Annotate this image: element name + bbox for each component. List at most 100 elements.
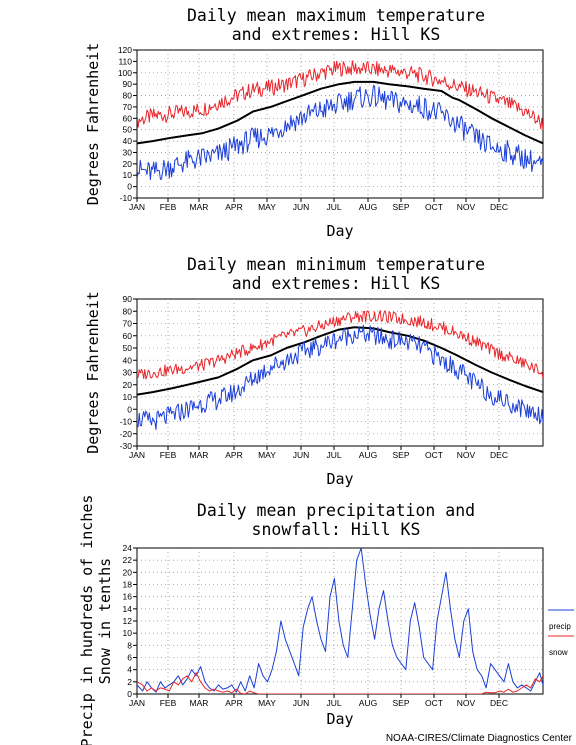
y-tick-label: 80 [123, 306, 133, 316]
x-tick-label: JAN [129, 202, 145, 212]
series-max-line [137, 310, 543, 380]
x-tick-label: APR [225, 202, 242, 212]
x-tick-label: MAY [258, 202, 276, 212]
x-tick-label: APR [225, 450, 242, 460]
x-tick-label: JUL [326, 698, 341, 708]
y-axis-label: Snow in tenths [96, 558, 114, 684]
y-tick-label: 50 [123, 343, 133, 353]
legend-snow-label: snow [549, 648, 568, 657]
x-tick-label: AUG [359, 202, 377, 212]
plot-frame [136, 49, 544, 199]
y-tick-label: 10 [123, 392, 133, 402]
y-tick-label: 100 [118, 68, 132, 78]
chart-title-line: snowfall: Hill KS [252, 520, 421, 539]
x-tick-label: NOV [457, 202, 476, 212]
plot-frame [136, 547, 544, 695]
x-tick-label: MAR [190, 698, 209, 708]
x-tick-label: DEC [490, 202, 508, 212]
x-tick-label: SEP [392, 202, 409, 212]
y-tick-label: 20 [123, 380, 133, 390]
y-tick-label: 70 [123, 319, 133, 329]
x-axis-label: Day [326, 710, 353, 728]
series-min-line [137, 324, 543, 430]
y-tick-label: 110 [118, 56, 132, 66]
x-tick-label: NOV [457, 698, 476, 708]
y-tick-label: 6 [127, 653, 132, 663]
x-tick-label: AUG [359, 698, 377, 708]
y-tick-label: 90 [123, 294, 133, 304]
x-tick-label: JUN [293, 698, 310, 708]
x-tick-label: OCT [425, 450, 443, 460]
x-tick-label: JAN [129, 450, 145, 460]
y-tick-label: 40 [123, 136, 133, 146]
x-tick-label: MAY [258, 450, 276, 460]
y-axis-label: Precip in hundreds of inches [78, 495, 96, 745]
y-tick-label: 0 [127, 689, 132, 699]
chart-title-line: Daily mean minimum temperature [187, 255, 485, 274]
series-snow-line [137, 672, 543, 694]
x-tick-label: MAR [190, 450, 209, 460]
y-tick-label: -10 [120, 193, 133, 203]
chart-title-line: Daily mean maximum temperature [187, 6, 485, 25]
x-axis-label: Day [326, 470, 353, 488]
x-tick-label: MAY [258, 698, 276, 708]
y-tick-label: 10 [123, 170, 133, 180]
y-tick-label: 70 [123, 102, 133, 112]
x-tick-label: APR [225, 698, 242, 708]
y-tick-label: 10 [123, 628, 133, 638]
y-tick-label: 0 [127, 404, 132, 414]
y-tick-label: 0 [127, 182, 132, 192]
x-tick-label: FEB [160, 450, 177, 460]
y-tick-label: 80 [123, 91, 133, 101]
x-tick-label: MAR [190, 202, 209, 212]
y-tick-label: 4 [127, 665, 132, 675]
x-tick-label: OCT [425, 202, 443, 212]
y-tick-label: 18 [123, 580, 133, 590]
x-tick-label: FEB [160, 698, 177, 708]
series-mean-line [137, 326, 543, 396]
y-tick-label: -20 [120, 429, 133, 439]
series-mean-line [137, 80, 543, 145]
y-axis-label: Degrees Fahrenheit [84, 291, 102, 454]
x-tick-label: JUN [293, 202, 310, 212]
y-tick-label: 16 [123, 592, 133, 602]
series-min-line [137, 85, 543, 180]
x-tick-label: JUL [326, 202, 341, 212]
y-tick-label: 50 [123, 125, 133, 135]
x-tick-label: JAN [129, 698, 145, 708]
y-tick-label: 60 [123, 113, 133, 123]
x-axis-label: Day [326, 222, 353, 240]
y-tick-label: 60 [123, 331, 133, 341]
series-max-line [137, 60, 543, 130]
x-tick-label: AUG [359, 450, 377, 460]
y-tick-label: 30 [123, 147, 133, 157]
x-tick-label: FEB [160, 202, 177, 212]
y-tick-label: 2 [127, 677, 132, 687]
x-tick-label: DEC [490, 450, 508, 460]
y-tick-label: -30 [120, 441, 133, 451]
x-tick-label: SEP [392, 698, 409, 708]
chart-title-line: and extremes: Hill KS [232, 25, 441, 44]
y-tick-label: 12 [123, 616, 133, 626]
y-tick-label: -10 [120, 417, 133, 427]
chart-title-line: Daily mean precipitation and [197, 501, 475, 520]
y-tick-label: 30 [123, 368, 133, 378]
y-tick-label: 90 [123, 79, 133, 89]
x-tick-label: JUN [293, 450, 310, 460]
y-tick-label: 8 [127, 640, 132, 650]
y-tick-label: 40 [123, 355, 133, 365]
x-tick-label: OCT [425, 698, 443, 708]
y-tick-label: 20 [123, 159, 133, 169]
legend-precip-label: precip [549, 622, 571, 631]
x-tick-label: SEP [392, 450, 409, 460]
y-tick-label: 14 [123, 604, 133, 614]
y-axis-label: Degrees Fahrenheit [84, 43, 102, 206]
chart-title-line: and extremes: Hill KS [232, 274, 441, 293]
credit-text: NOAA-CIRES/Climate Diagnostics Center [386, 733, 573, 744]
x-tick-label: JUL [326, 450, 341, 460]
x-tick-label: NOV [457, 450, 476, 460]
